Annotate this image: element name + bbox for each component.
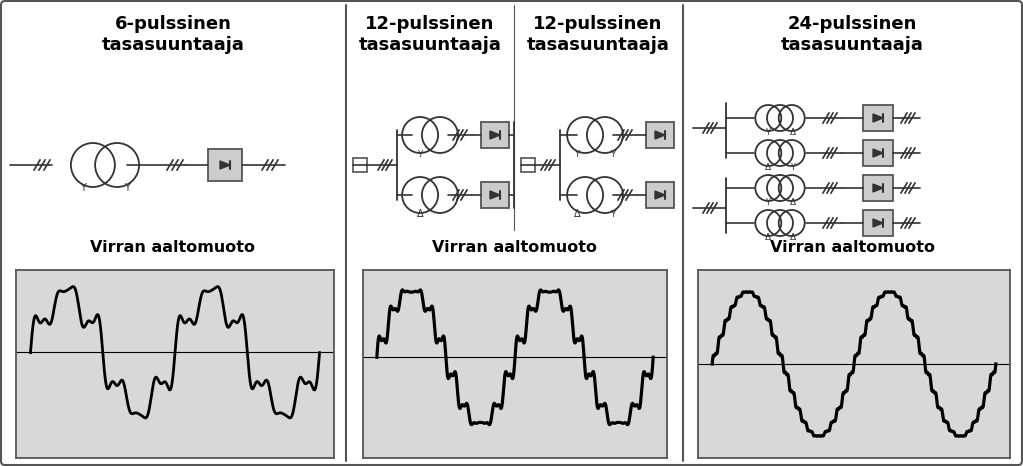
Bar [646,182,674,208]
Text: Virran aaltomuoto: Virran aaltomuoto [90,240,256,255]
Text: Δ: Δ [790,198,796,207]
Text: Y: Y [791,163,796,172]
Text: 12-pulssinen
tasasuuntaaja: 12-pulssinen tasasuuntaaja [359,15,501,54]
Bar [863,105,893,131]
Text: 24-pulssinen
tasasuuntaaja: 24-pulssinen tasasuuntaaja [781,15,924,54]
Text: Y: Y [765,198,770,207]
Bar [863,175,893,201]
Text: Δ: Δ [765,163,771,172]
Polygon shape [655,131,665,139]
Polygon shape [655,191,665,199]
Bar [481,182,509,208]
Text: Y: Y [574,150,580,159]
Text: 12-pulssinen
tasasuuntaaja: 12-pulssinen tasasuuntaaja [527,15,669,54]
Polygon shape [490,191,500,199]
Bar [208,149,242,181]
Text: Δ: Δ [765,233,771,242]
Polygon shape [490,131,500,139]
Bar [353,158,367,172]
Bar [863,210,893,236]
Bar [646,122,674,148]
Text: Y: Y [124,183,130,193]
Text: Virran aaltomuoto: Virran aaltomuoto [432,240,596,255]
Text: 6-pulssinen
tasasuuntaaja: 6-pulssinen tasasuuntaaja [101,15,244,54]
Text: Virran aaltomuoto: Virran aaltomuoto [769,240,934,255]
Bar [863,140,893,166]
Polygon shape [873,219,883,227]
Text: Y: Y [611,150,616,159]
Polygon shape [873,114,883,122]
Polygon shape [873,149,883,157]
Text: Δ: Δ [790,233,796,242]
Text: Y: Y [80,183,86,193]
Polygon shape [220,161,230,169]
Bar [481,122,509,148]
Polygon shape [873,184,883,192]
Text: Δ: Δ [790,128,796,137]
Text: Y: Y [765,128,770,137]
Text: Y: Y [417,150,422,159]
Text: Δ: Δ [416,209,424,219]
Text: Y: Y [611,210,616,219]
Text: Δ: Δ [574,209,580,219]
Bar [521,158,535,172]
